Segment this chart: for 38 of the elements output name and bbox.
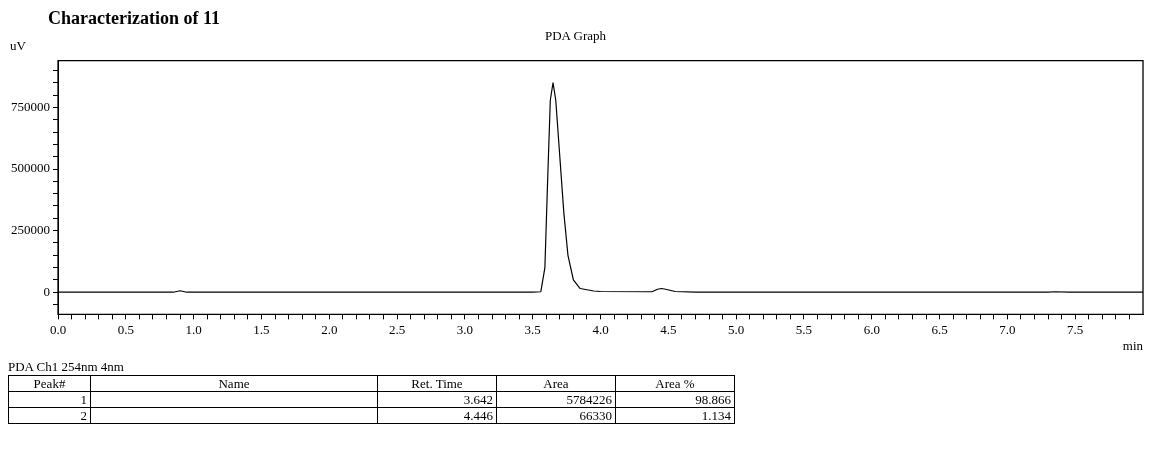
- y-tick-label: 0: [43, 283, 50, 299]
- text: Characterization of 11: [47, 8, 221, 29]
- x-tick-label: 6.5: [931, 321, 948, 337]
- text: 2: [8, 407, 91, 424]
- x-tick-label: 4.0: [592, 321, 609, 337]
- text: 98.866: [615, 391, 735, 408]
- text: 3.642: [377, 391, 497, 408]
- text: 1: [8, 391, 91, 408]
- text: Peak#: [8, 375, 91, 392]
- text: 1.134: [615, 407, 735, 424]
- text: Area %: [615, 375, 735, 392]
- text: Name: [90, 375, 378, 392]
- y-tick-label: 250000: [11, 222, 50, 238]
- x-tick-label: 7.0: [999, 321, 1016, 337]
- chart-title: PDA Graph: [544, 28, 607, 44]
- x-tick-label: 6.0: [863, 321, 880, 337]
- x-tick-label: 0.0: [49, 321, 67, 337]
- text: 66330: [496, 407, 616, 424]
- x-tick-label: 2.0: [321, 321, 338, 337]
- y-tick-label: 500000: [11, 160, 50, 176]
- text: Area: [496, 375, 616, 392]
- x-tick-label: 3.0: [456, 321, 473, 337]
- x-tick-label: 7.5: [1067, 321, 1084, 337]
- y-axis-title: uV: [10, 37, 27, 53]
- text: 5784226: [496, 391, 616, 408]
- x-tick-label: 3.5: [524, 321, 541, 337]
- x-tick-label: 0.5: [117, 321, 134, 337]
- text: PDA Ch1 254nm 4nm: [8, 359, 125, 375]
- x-tick-label: 1.0: [185, 321, 202, 337]
- x-tick-label: 4.5: [660, 321, 677, 337]
- y-tick-label: 750000: [11, 98, 50, 114]
- x-tick-label: 2.5: [388, 321, 406, 337]
- x-tick-label: 5.0: [728, 321, 745, 337]
- x-tick-label: 1.5: [253, 321, 270, 337]
- x-axis-title: min: [1122, 338, 1144, 354]
- text: 4.446: [377, 407, 497, 424]
- x-tick-label: 5.5: [795, 321, 813, 337]
- text: Ret. Time: [377, 375, 497, 392]
